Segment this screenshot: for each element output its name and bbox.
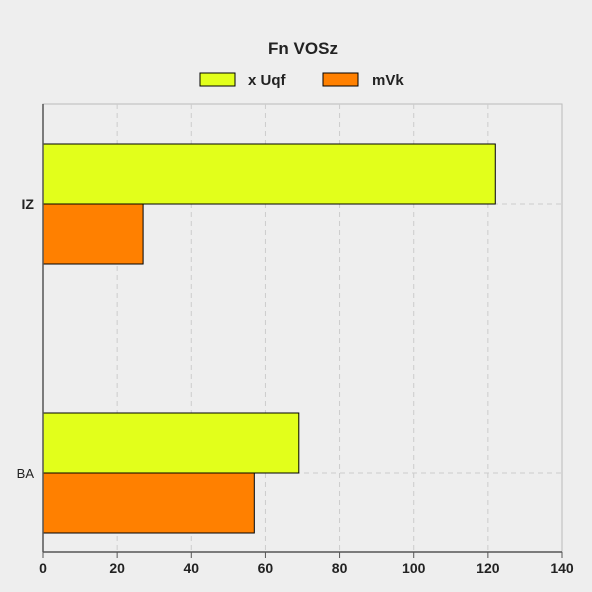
bar — [42, 472, 255, 534]
x-tick-label: 140 — [550, 560, 574, 576]
x-tick-label: 120 — [476, 560, 500, 576]
chart-title: Fn VOSz — [268, 39, 338, 58]
bar — [42, 143, 496, 205]
x-tick-label: 20 — [109, 560, 125, 576]
x-tick-label: 0 — [39, 560, 47, 576]
axes — [42, 104, 562, 553]
y-axis-ticks: IZ BA — [17, 196, 35, 481]
x-axis-ticks: 0 20 40 60 80 100 120 140 — [39, 552, 574, 576]
legend-swatch — [322, 72, 359, 87]
y-tick-label: IZ — [22, 196, 35, 212]
x-tick-label: 80 — [332, 560, 348, 576]
legend: x Uqf mVk — [199, 72, 404, 89]
x-tick-label: 40 — [183, 560, 199, 576]
y-tick-label: BA — [17, 466, 35, 481]
legend-label: x Uqf — [248, 72, 287, 89]
bar — [42, 203, 144, 265]
legend-label: mVk — [372, 72, 404, 89]
x-tick-label: 100 — [402, 560, 426, 576]
x-tick-label: 60 — [258, 560, 274, 576]
bar — [42, 412, 300, 474]
legend-swatch — [199, 72, 236, 87]
bars — [42, 143, 496, 534]
